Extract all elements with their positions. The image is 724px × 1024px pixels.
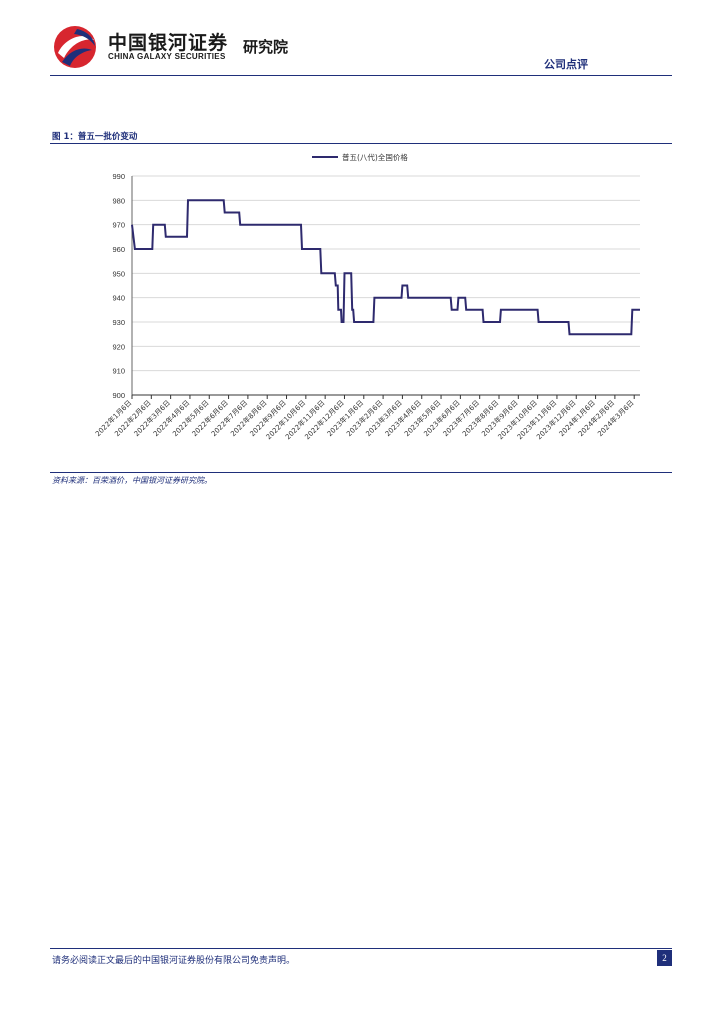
y-tick-label: 910 [112, 367, 125, 376]
page-number: 2 [657, 950, 672, 966]
y-tick-label: 970 [112, 221, 125, 230]
y-tick-label: 960 [112, 245, 125, 254]
brand-name-en: CHINA GALAXY SECURITIES [108, 52, 226, 61]
footer-disclaimer: 请务必阅读正文最后的中国银河证券股份有限公司免责声明。 [52, 956, 296, 966]
header-divider [50, 75, 672, 76]
figure-source: 资料来源：百荣酒价，中国银河证券研究院。 [52, 476, 212, 485]
galaxy-logo-icon [54, 26, 96, 68]
y-tick-label: 990 [112, 172, 125, 181]
y-tick-label: 930 [112, 318, 125, 327]
brand-name-cn: 中国银河证券 [108, 32, 229, 54]
y-tick-label: 900 [112, 391, 125, 400]
y-tick-label: 940 [112, 294, 125, 303]
figure-title: 图 1：普五一批价变动 [52, 132, 138, 142]
y-tick-label: 950 [112, 269, 125, 278]
series-line [131, 199, 640, 336]
figure-top-divider [50, 143, 672, 144]
y-tick-label: 920 [112, 342, 125, 351]
report-type-label: 公司点评 [544, 58, 588, 71]
footer-divider [50, 948, 672, 949]
figure-bottom-divider [50, 472, 672, 473]
y-tick-label: 980 [112, 196, 125, 205]
brand-institute: 研究院 [243, 38, 289, 56]
price-line-chart: 9009109209309409509609709809902022年1月6日2… [93, 152, 640, 441]
legend-label: 普五(八代)全国价格 [342, 152, 408, 162]
